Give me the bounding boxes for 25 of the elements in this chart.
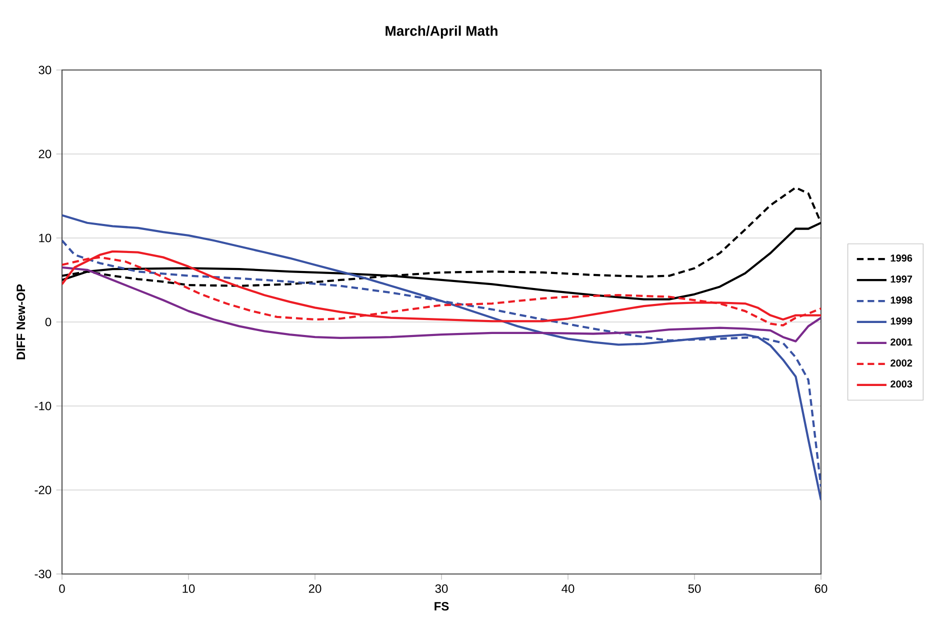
x-tick-label: 50 — [688, 584, 701, 593]
y-tick-label: 10 — [39, 234, 52, 242]
legend-label: 1998 — [890, 296, 912, 304]
y-tick-label: 0 — [45, 318, 52, 326]
x-tick-label: 60 — [814, 584, 828, 593]
x-tick-label: 0 — [59, 584, 65, 593]
y-tick-label: -30 — [34, 570, 52, 578]
legend-label: 1999 — [890, 317, 912, 325]
y-tick-label: 30 — [38, 66, 52, 74]
legend-label: 1996 — [890, 254, 912, 262]
legend-label: 2003 — [890, 380, 912, 388]
x-tick-label: 10 — [182, 584, 195, 593]
y-axis-title: DIFF New-OP — [16, 284, 26, 360]
chart-title: March/April Math — [386, 26, 498, 39]
x-tick-label: 30 — [435, 584, 448, 593]
y-tick-label: 20 — [38, 150, 52, 158]
legend-label: 1997 — [890, 276, 912, 283]
y-tick-label: -10 — [34, 402, 52, 410]
y-tick-label: -20 — [34, 486, 52, 494]
line-series — [62, 266, 821, 342]
x-axis-title: FS — [434, 602, 449, 611]
x-tick-label: 20 — [308, 584, 322, 593]
x-tick-label: 40 — [562, 584, 574, 593]
legend-label: 2002 — [890, 359, 912, 367]
legend-label: 2001 — [890, 338, 912, 346]
